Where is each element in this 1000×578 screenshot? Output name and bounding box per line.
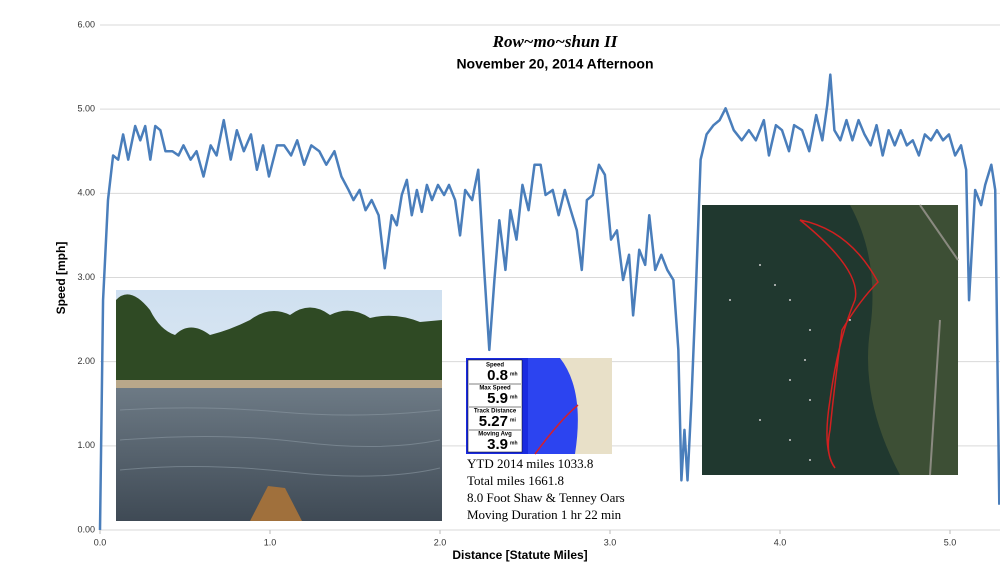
annotation: YTD 2014 miles 1033.8 [467, 456, 593, 471]
y-tick-label: 1.00 [77, 440, 95, 450]
gps-label: Moving Avg [478, 432, 512, 438]
chart-title: Row~mo~shun II [492, 32, 619, 51]
x-tick-label: 4.0 [774, 537, 787, 547]
y-tick-label: 3.00 [77, 272, 95, 282]
gps-label: Speed [486, 363, 504, 369]
y-tick-label: 2.00 [77, 356, 95, 366]
x-tick-label: 0.0 [94, 537, 107, 547]
gps-value: 3.9 [487, 436, 508, 453]
annotation: 8.0 Foot Shaw & Tenney Oars [467, 490, 625, 505]
x-tick-label: 2.0 [434, 537, 447, 547]
x-axis-label: Distance [Statute Miles] [452, 548, 587, 562]
gps-unit: mi [510, 417, 516, 423]
y-tick-label: 6.00 [77, 19, 95, 29]
gps-value: 5.9 [487, 390, 508, 407]
gps-value: 5.27 [479, 413, 508, 430]
route-map [702, 204, 959, 476]
annotation: Moving Duration 1 hr 22 min [467, 507, 622, 522]
gps-label: Track Distance [474, 409, 517, 415]
plot-area [98, 73, 1000, 531]
gps-unit: mh [510, 394, 518, 400]
y-tick-label: 0.00 [77, 524, 95, 534]
x-tick-label: 1.0 [264, 537, 277, 547]
y-axis-label: Speed [mph] [54, 242, 68, 315]
x-tick-label: 3.0 [604, 537, 617, 547]
y-tick-label: 5.00 [77, 104, 95, 114]
annotation: Total miles 1661.8 [467, 473, 564, 488]
gps-label: Max Speed [479, 386, 511, 392]
x-tick-label: 5.0 [944, 537, 957, 547]
gps-unit: mh [510, 440, 518, 446]
speed-line [98, 73, 1000, 531]
y-tick-label: 4.00 [77, 188, 95, 198]
gps-unit: mh [510, 371, 518, 377]
chart-subtitle: November 20, 2014 Afternoon [456, 56, 653, 72]
lake-photo [116, 290, 442, 521]
gps-value: 0.8 [487, 367, 508, 384]
